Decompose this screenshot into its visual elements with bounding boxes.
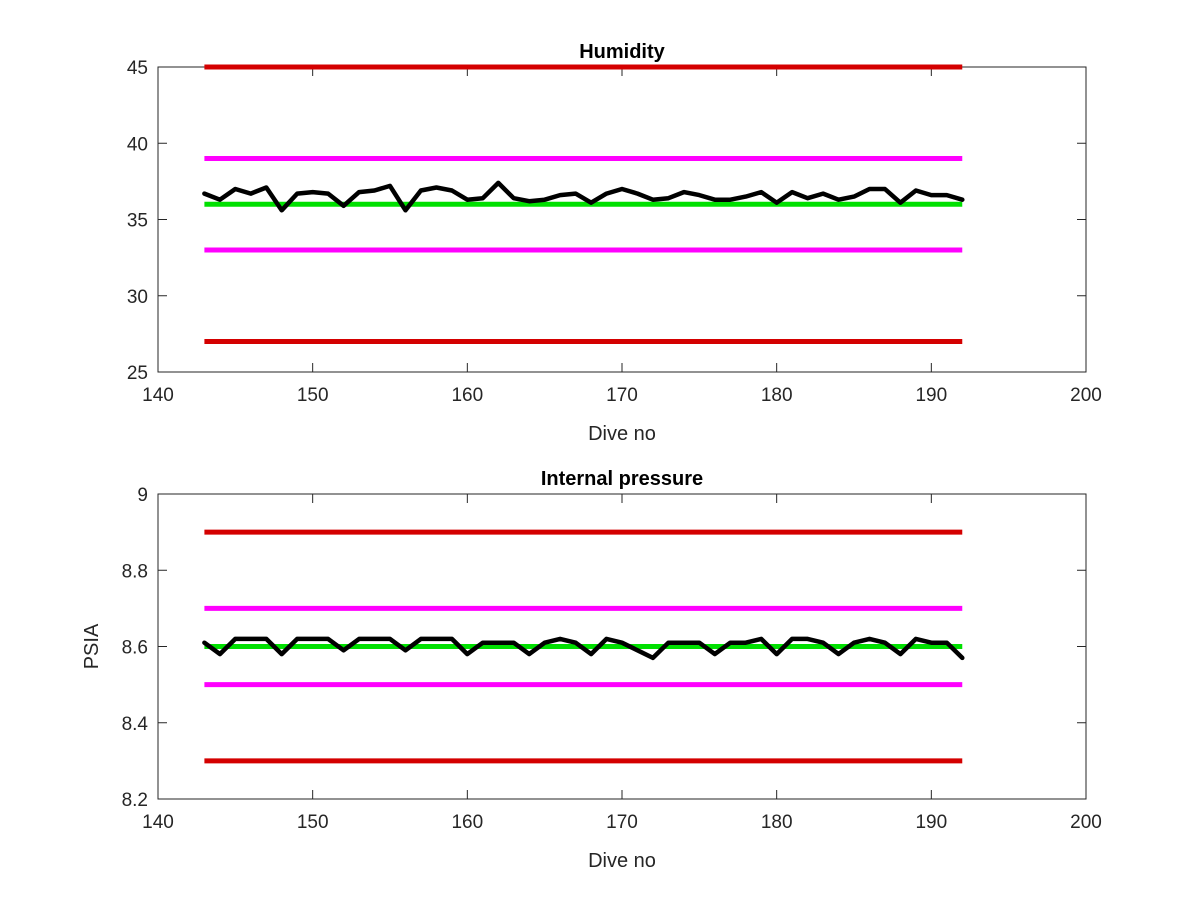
x-axis-label: Dive no	[588, 423, 656, 445]
x-axis-label: Dive no	[588, 850, 656, 872]
chart-panel-2: 140 150 160 170 180 190 200 8.2 8.4 8.6 8.8 9 Intern…	[81, 468, 1102, 872]
y-tick-label: 8.4	[122, 714, 149, 735]
x-tick-label: 170	[606, 385, 638, 406]
x-tick-label: 200	[1070, 812, 1102, 833]
data-series-line	[202, 636, 965, 661]
x-tick-label: 160	[451, 385, 483, 406]
y-tick-label: 30	[127, 287, 148, 308]
x-tick-label: 190	[915, 385, 947, 406]
y-tick-label: 35	[127, 211, 148, 232]
chart-title: Humidity	[579, 41, 665, 63]
x-tick-label: 170	[606, 812, 638, 833]
y-tick-label: 9	[137, 485, 148, 506]
y-tick-label: 40	[127, 134, 148, 155]
x-tick-label: 160	[451, 812, 483, 833]
x-tick-label: 180	[761, 385, 793, 406]
x-tick-label: 150	[297, 812, 329, 833]
y-tick-label: 25	[127, 363, 148, 384]
x-tick-label: 190	[915, 812, 947, 833]
x-tick-label: 140	[142, 812, 174, 833]
y-tick-label: 45	[127, 58, 148, 79]
y-axis-label: PSIA	[81, 623, 103, 669]
axes-box	[157, 66, 1087, 373]
chart-title: Internal pressure	[541, 468, 703, 490]
x-tick-label: 200	[1070, 385, 1102, 406]
chart-panel-1: 140 150 160 170 180 190 200 25 30 35 40 45 Humidity D…	[127, 41, 1102, 445]
x-tick-label: 180	[761, 812, 793, 833]
y-tick-label: 8.8	[122, 561, 148, 582]
data-series-line	[202, 180, 965, 213]
y-tick-label: 8.6	[122, 638, 148, 659]
x-tick-label: 150	[297, 385, 329, 406]
y-tick-label: 8.2	[122, 790, 148, 811]
x-tick-label: 140	[142, 385, 174, 406]
